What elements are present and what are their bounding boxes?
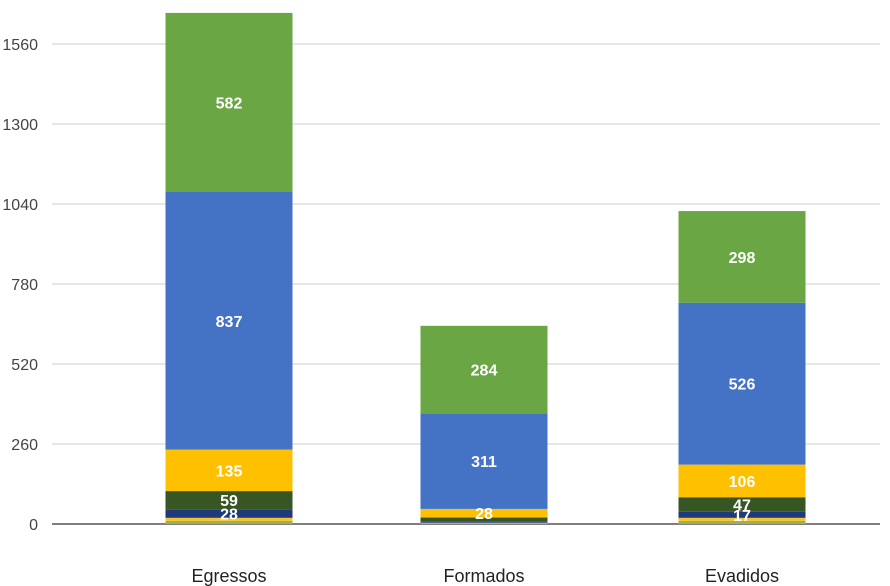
bar-segment [678,211,806,303]
segment-value-label: 311 [471,454,497,471]
segment-value-label: 17 [733,508,751,525]
segment-value-label: 28 [475,506,493,523]
y-tick-label: 1560 [2,37,38,54]
segment-value-label: 837 [216,314,243,331]
bar-segment [165,509,293,518]
category-label: Evadidos [705,566,779,586]
bar-segment [678,517,806,521]
bar-segment [165,12,293,192]
bar-segment [678,511,806,518]
bar-segment [165,517,293,521]
bar-segment [420,517,548,522]
segment-value-label: 106 [729,474,756,491]
bar-segment [420,413,548,509]
bar-segment [420,521,548,523]
bar-segment [678,520,806,524]
bar-segment [420,522,548,524]
category-label: Formados [443,566,524,586]
y-tick-label: 0 [29,517,38,534]
bar-segment [678,464,806,498]
y-tick-label: 1300 [2,117,38,134]
category-label: Egressos [191,566,266,586]
segment-value-label: 28 [220,507,238,524]
segment-value-label: 47 [733,497,751,514]
bar-segment [165,191,293,450]
bar-segment [165,449,293,492]
y-tick-label: 1040 [2,197,38,214]
segment-value-label: 526 [729,377,756,394]
segment-value-label: 284 [471,363,498,380]
bar-segment [420,508,548,518]
y-tick-label: 780 [11,277,38,294]
segment-value-label: 582 [216,95,243,112]
bar-segment [165,491,293,510]
y-tick-label: 520 [11,357,38,374]
segment-value-label: 59 [220,493,238,510]
y-axis-ticks: 0 260 520 780 1040 1300 1560 [2,37,38,534]
segment-value-label: 298 [729,250,756,267]
y-tick-label: 260 [11,437,38,454]
bar-segment [678,302,806,465]
segment-value-label: 135 [216,463,243,480]
bar-segment [678,497,806,512]
bar-segment [420,325,548,414]
bars [165,12,806,524]
bar-segment [165,520,293,524]
category-labels: Egressos Formados Evadidos [191,566,779,586]
bar-segment [420,523,548,524]
